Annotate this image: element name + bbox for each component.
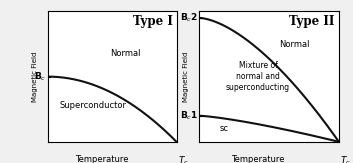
Text: sc: sc (220, 124, 229, 133)
Text: Normal: Normal (279, 39, 310, 49)
Text: Magnetic Field: Magnetic Field (183, 51, 189, 102)
Text: Temperature: Temperature (75, 155, 128, 163)
Text: B$_c$1: B$_c$1 (180, 110, 198, 122)
Text: Mixture of
normal and
superconducting: Mixture of normal and superconducting (226, 61, 290, 92)
Text: Type I: Type I (133, 15, 173, 28)
Text: B$_c$2: B$_c$2 (180, 12, 198, 24)
Text: T$_c$: T$_c$ (340, 155, 351, 163)
Text: Type II: Type II (289, 15, 335, 28)
Text: Temperature: Temperature (231, 155, 285, 163)
Text: Superconductor: Superconductor (59, 101, 126, 110)
Text: Magnetic Field: Magnetic Field (32, 51, 38, 102)
Text: T$_c$: T$_c$ (178, 155, 189, 163)
Text: B$_c$: B$_c$ (34, 70, 46, 83)
Text: Normal: Normal (110, 49, 140, 58)
